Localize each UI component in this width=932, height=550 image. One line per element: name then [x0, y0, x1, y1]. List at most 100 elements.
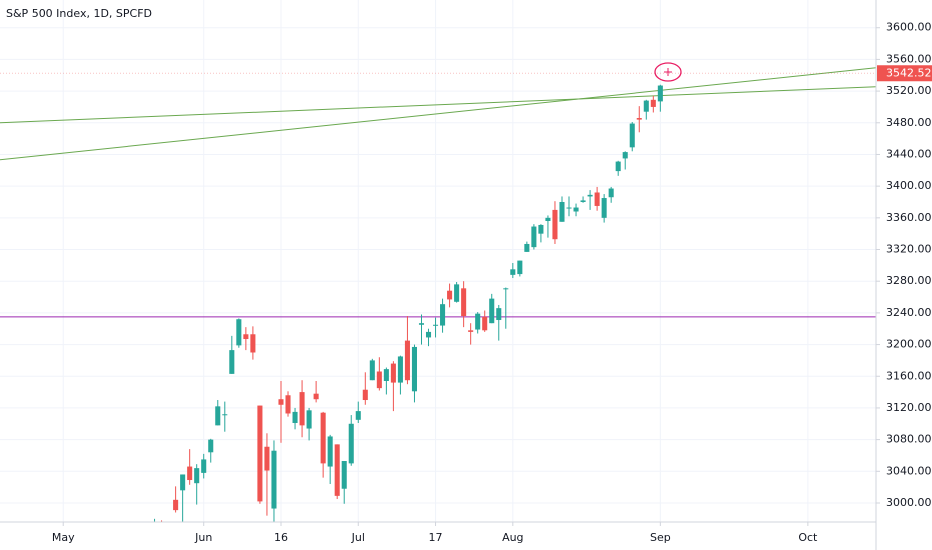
x-tick-label: May — [52, 531, 75, 544]
y-tick-label: 3320.00 — [886, 243, 932, 256]
candle-body — [215, 406, 221, 426]
candle-body — [243, 334, 249, 340]
candle-body — [348, 423, 354, 464]
candle-body — [390, 363, 396, 383]
candle-body — [510, 269, 516, 275]
y-tick-label: 3160.00 — [886, 369, 932, 382]
candle-body — [594, 192, 600, 206]
candle-body — [622, 152, 628, 159]
y-tick-label: 3120.00 — [886, 401, 932, 414]
candle-body — [355, 411, 361, 420]
chart-title: S&P 500 Index, 1D, SPCFD — [6, 7, 152, 20]
candle-body — [573, 207, 579, 212]
candle-body — [341, 461, 347, 489]
candle-body — [334, 444, 340, 496]
candle-body — [566, 207, 572, 209]
candle-body — [362, 389, 368, 401]
candle-body — [475, 313, 481, 330]
candle-body — [447, 290, 453, 300]
y-tick-label: 3000.00 — [886, 496, 932, 509]
candle-body — [552, 209, 558, 240]
candle-body — [383, 369, 389, 382]
y-tick-label: 3080.00 — [886, 433, 932, 446]
candle-body — [608, 188, 614, 198]
candle-body — [531, 226, 537, 248]
candle-body — [601, 198, 607, 218]
x-tick-label: Aug — [502, 531, 523, 544]
candle-body — [208, 439, 214, 453]
y-tick-label: 3440.00 — [886, 147, 932, 160]
candle-body — [327, 436, 333, 467]
annotation-circle — [654, 62, 682, 82]
x-tick-label: Jul — [351, 531, 365, 544]
y-tick-label: 3600.00 — [886, 21, 932, 34]
candle-body — [468, 330, 474, 332]
x-tick-label: Sep — [650, 531, 671, 544]
candle-body — [615, 161, 621, 172]
candle-body — [201, 459, 207, 473]
candle-body — [397, 356, 403, 383]
candle-body — [545, 217, 551, 221]
x-tick-label: 16 — [274, 531, 288, 544]
y-tick-label: 3280.00 — [886, 274, 932, 287]
candle-body — [489, 298, 495, 324]
x-tick-label: Jun — [194, 531, 212, 544]
candle-body — [643, 100, 649, 112]
candle-body — [194, 468, 200, 484]
candle-body — [580, 200, 586, 202]
candle-body — [440, 304, 446, 326]
candle-body — [657, 85, 663, 102]
y-tick-label: 3040.00 — [886, 464, 932, 477]
candle-body — [292, 411, 298, 423]
candle-body — [524, 243, 530, 252]
candle-body — [559, 201, 565, 222]
candle-body — [411, 346, 417, 392]
candle-body — [496, 308, 502, 321]
candle-body — [285, 395, 291, 414]
candle-body — [454, 284, 460, 302]
x-tick-label: Oct — [798, 531, 818, 544]
last-price-label: 3542.52 — [886, 66, 932, 79]
candle-body — [425, 331, 432, 338]
candle-body — [264, 446, 270, 471]
candle-body — [320, 412, 326, 464]
y-tick-label: 3480.00 — [886, 116, 932, 129]
candle-body — [538, 224, 544, 234]
trendline — [0, 67, 876, 161]
candle-body — [257, 405, 263, 502]
candle-body — [306, 410, 312, 429]
candle-body — [629, 123, 635, 148]
y-tick-label: 3400.00 — [886, 179, 932, 192]
candle-body — [236, 319, 242, 346]
candle-body — [587, 194, 593, 197]
candle-body — [271, 450, 277, 509]
candle-body — [187, 466, 193, 481]
candle-body — [517, 260, 523, 275]
candle-body — [369, 360, 375, 381]
candle-body — [313, 393, 319, 400]
candle-body — [376, 371, 382, 389]
candle-body — [636, 118, 642, 120]
candle-body — [503, 288, 509, 290]
candle-body — [278, 399, 284, 405]
x-tick-label: 17 — [429, 531, 443, 544]
candle-body — [404, 340, 410, 381]
candle-body — [222, 414, 228, 416]
y-tick-label: 3200.00 — [886, 338, 932, 351]
y-tick-label: 3520.00 — [886, 84, 932, 97]
y-tick-label: 3240.00 — [886, 306, 932, 319]
plot-area — [0, 67, 876, 522]
last-price-box — [877, 65, 932, 82]
candle-body — [650, 99, 656, 107]
candle-body — [461, 288, 467, 317]
candle-body — [250, 334, 256, 353]
candle-body — [180, 474, 186, 491]
candle-body — [229, 350, 235, 374]
candle-body — [299, 392, 305, 426]
y-tick-label: 3560.00 — [886, 52, 932, 65]
trendline — [0, 86, 876, 124]
y-tick-label: 3360.00 — [886, 211, 932, 224]
candle-body — [482, 316, 488, 331]
candle-body — [173, 499, 179, 511]
